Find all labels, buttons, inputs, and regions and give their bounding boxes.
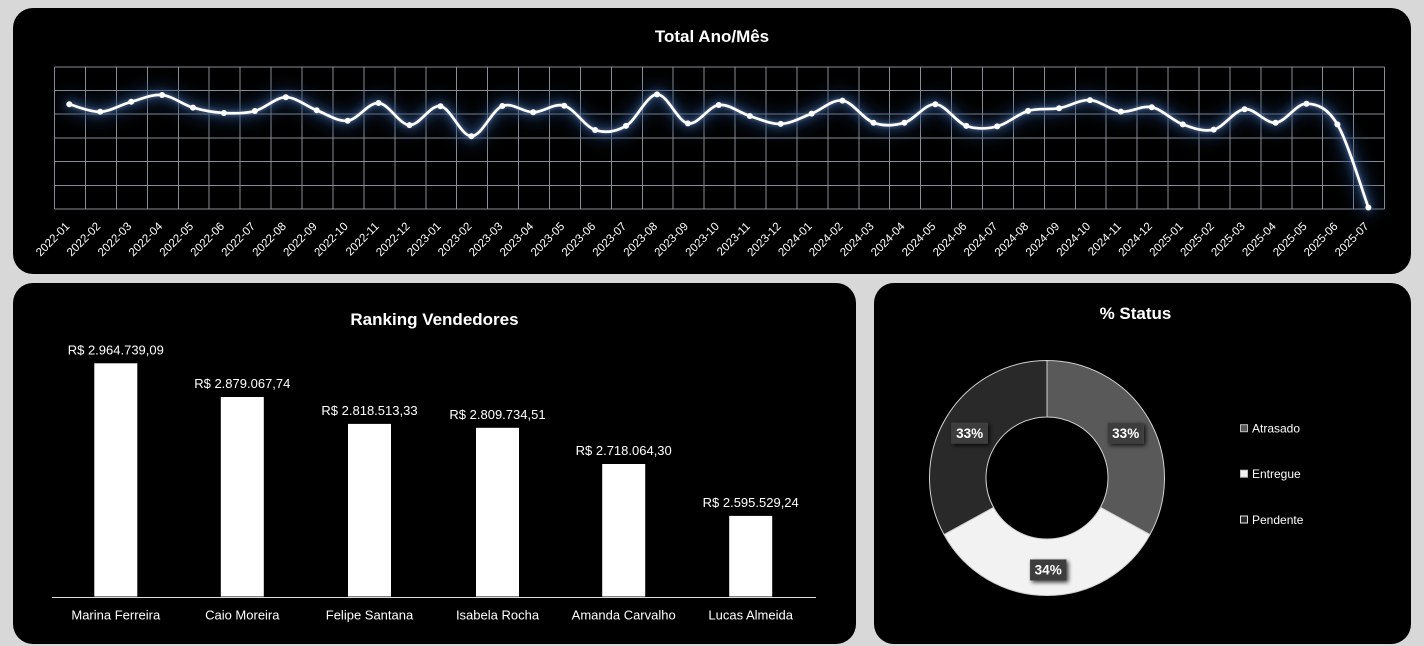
svg-text:Lucas Almeida: Lucas Almeida	[708, 608, 793, 623]
svg-text:Entregue: Entregue	[1252, 467, 1301, 481]
svg-text:R$ 2.595.529,24: R$ 2.595.529,24	[703, 495, 799, 510]
svg-text:Atrasado: Atrasado	[1252, 422, 1300, 436]
svg-text:33%: 33%	[956, 426, 983, 441]
svg-text:Caio Moreira: Caio Moreira	[205, 608, 280, 623]
svg-text:Pendente: Pendente	[1252, 513, 1304, 527]
svg-text:2025-07: 2025-07	[1333, 221, 1371, 259]
svg-text:R$ 2.879.067,74: R$ 2.879.067,74	[194, 376, 290, 391]
svg-text:Isabela Rocha: Isabela Rocha	[456, 608, 540, 623]
svg-text:Marina Ferreira: Marina Ferreira	[71, 608, 161, 623]
svg-text:2023-10: 2023-10	[684, 221, 722, 259]
svg-text:R$ 2.809.734,51: R$ 2.809.734,51	[449, 407, 545, 422]
svg-text:34%: 34%	[1035, 563, 1062, 578]
svg-text:R$ 2.818.513,33: R$ 2.818.513,33	[321, 403, 417, 418]
svg-text:2024-10: 2024-10	[1055, 221, 1093, 259]
svg-text:R$ 2.964.739,09: R$ 2.964.739,09	[68, 342, 164, 357]
svg-text:2022-10: 2022-10	[312, 221, 350, 259]
svg-text:R$ 2.718.064,30: R$ 2.718.064,30	[576, 443, 672, 458]
svg-text:Felipe Santana: Felipe Santana	[326, 608, 414, 623]
svg-text:33%: 33%	[1112, 426, 1139, 441]
svg-text:Amanda Carvalho: Amanda Carvalho	[572, 608, 676, 623]
